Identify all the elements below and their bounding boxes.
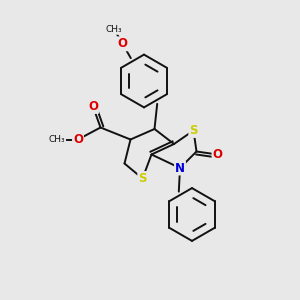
Text: O: O xyxy=(73,133,83,146)
Text: S: S xyxy=(138,172,147,185)
Text: O: O xyxy=(212,148,223,161)
Text: N: N xyxy=(175,161,185,175)
Text: CH₃: CH₃ xyxy=(106,25,123,34)
Text: CH₃: CH₃ xyxy=(49,135,65,144)
Text: O: O xyxy=(118,37,128,50)
Text: S: S xyxy=(189,124,198,137)
Text: O: O xyxy=(88,100,98,113)
